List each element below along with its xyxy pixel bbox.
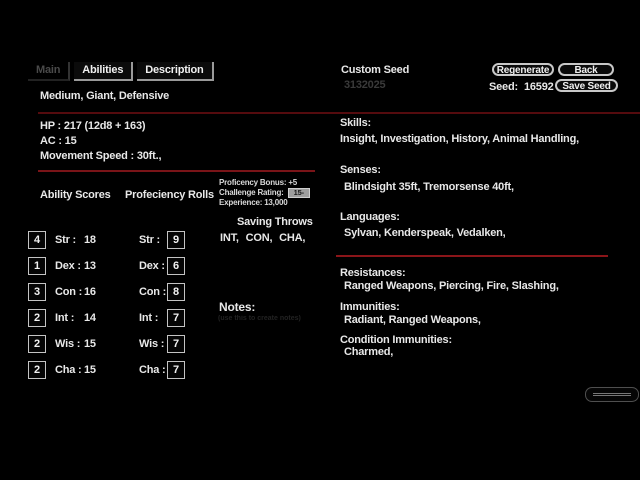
proficiency-rolls-header: Profeciency Rolls bbox=[125, 189, 214, 201]
divider-left-column bbox=[38, 170, 315, 172]
roll-box[interactable]: 9 bbox=[167, 231, 185, 249]
ability-score: 15 bbox=[84, 338, 96, 350]
experience-value: 13,000 bbox=[264, 198, 288, 208]
ability-label: Wis : bbox=[55, 338, 81, 350]
regenerate-button[interactable]: Regenerate bbox=[492, 63, 554, 76]
tab-main[interactable]: Main bbox=[28, 62, 71, 81]
roll-box[interactable]: 6 bbox=[167, 257, 185, 275]
ac-line: AC : 15 bbox=[40, 135, 77, 147]
experience-label: Experience: bbox=[219, 198, 263, 208]
senses-header: Senses: bbox=[340, 164, 381, 176]
proficiency-bonus-value: +5 bbox=[288, 178, 298, 187]
ability-score: 18 bbox=[84, 234, 96, 246]
divider-right-column bbox=[336, 255, 608, 257]
handle-lines-icon bbox=[593, 395, 631, 396]
saving-throws-list: INT, CON, CHA, bbox=[220, 232, 306, 244]
ability-score: 15 bbox=[84, 364, 96, 376]
condition-immunities-list: Charmed, bbox=[344, 346, 394, 358]
vitals-block: HP : 217 (12d8 + 163) AC : 15 Movement S… bbox=[40, 119, 162, 164]
immunities-list: Radiant, Ranged Weapons, bbox=[344, 314, 481, 326]
roll-label: Cha : bbox=[139, 364, 166, 376]
custom-seed-input[interactable] bbox=[344, 78, 454, 91]
ability-label: Cha : bbox=[55, 364, 82, 376]
challenge-rating-line: Challenge Rating: 15- bbox=[219, 188, 310, 198]
roll-box[interactable]: 8 bbox=[167, 283, 185, 301]
seed-display: Seed: 16592 bbox=[489, 81, 554, 93]
languages-list: Sylvan, Kenderspeak, Vedalken, bbox=[344, 227, 506, 239]
challenge-info-block: Proficency Bonus: +5 Challenge Rating: 1… bbox=[219, 178, 310, 208]
ability-row: 2 Wis : 15 Wis : 7 bbox=[0, 335, 320, 353]
roll-label: Int : bbox=[139, 312, 159, 324]
roll-label: Con : bbox=[139, 286, 167, 298]
ability-score: 13 bbox=[84, 260, 96, 272]
proficiency-bonus-line: Proficency Bonus: +5 bbox=[219, 178, 310, 188]
roll-box[interactable]: 7 bbox=[167, 361, 185, 379]
ability-mod-box[interactable]: 4 bbox=[28, 231, 46, 249]
challenge-rating-badge[interactable]: 15- bbox=[287, 188, 310, 198]
movement-speed-line: Movement Speed : 30ft., bbox=[40, 150, 162, 162]
divider-top bbox=[38, 112, 640, 114]
experience-line: Experience: 13,000 bbox=[219, 198, 310, 208]
skills-header: Skills: bbox=[340, 117, 372, 129]
ability-mod-box[interactable]: 2 bbox=[28, 309, 46, 327]
roll-box[interactable]: 7 bbox=[167, 309, 185, 327]
ability-label: Con : bbox=[55, 286, 83, 298]
tab-abilities[interactable]: Abilities bbox=[74, 62, 134, 81]
roll-label: Str : bbox=[139, 234, 161, 246]
resistances-list: Ranged Weapons, Piercing, Fire, Slashing… bbox=[344, 280, 559, 292]
custom-seed-label: Custom Seed bbox=[341, 64, 410, 76]
skills-list: Insight, Investigation, History, Animal … bbox=[340, 133, 579, 145]
tab-description[interactable]: Description bbox=[137, 62, 214, 81]
seed-label: Seed: bbox=[489, 81, 518, 93]
drawer-handle[interactable] bbox=[585, 387, 639, 402]
ability-score: 16 bbox=[84, 286, 96, 298]
hp-line: HP : 217 (12d8 + 163) bbox=[40, 120, 146, 132]
ability-mod-box[interactable]: 2 bbox=[28, 361, 46, 379]
ability-row: 3 Con : 16 Con : 8 bbox=[0, 283, 320, 301]
saving-throws-header: Saving Throws bbox=[237, 216, 313, 228]
condition-immunities-header: Condition Immunities: bbox=[340, 334, 452, 346]
save-seed-button[interactable]: Save Seed bbox=[555, 79, 618, 92]
immunities-header: Immunities: bbox=[340, 301, 400, 313]
back-button[interactable]: Back bbox=[558, 63, 614, 76]
ability-score: 14 bbox=[84, 312, 96, 324]
ability-row: 1 Dex : 13 Dex : 6 bbox=[0, 257, 320, 275]
ability-mod-box[interactable]: 1 bbox=[28, 257, 46, 275]
ability-row: 4 Str : 18 Str : 9 bbox=[0, 231, 320, 249]
resistances-header: Resistances: bbox=[340, 267, 406, 279]
ability-label: Int : bbox=[55, 312, 75, 324]
ability-row: 2 Cha : 15 Cha : 7 bbox=[0, 361, 320, 379]
seed-value: 16592 bbox=[523, 81, 554, 93]
ability-row: 2 Int : 14 Int : 7 bbox=[0, 309, 320, 327]
tab-bar: Main Abilities Description bbox=[28, 62, 214, 81]
challenge-rating-label: Challenge Rating: bbox=[219, 188, 284, 198]
ability-scores-header: Ability Scores bbox=[40, 189, 111, 201]
ability-mod-box[interactable]: 3 bbox=[28, 283, 46, 301]
roll-label: Wis : bbox=[139, 338, 165, 350]
creature-type-line: Medium, Giant, Defensive bbox=[40, 90, 170, 102]
languages-header: Languages: bbox=[340, 211, 400, 223]
notes-input[interactable] bbox=[218, 313, 318, 324]
ability-label: Str : bbox=[55, 234, 77, 246]
proficiency-bonus-label: Proficency Bonus: bbox=[219, 178, 287, 187]
ability-mod-box[interactable]: 2 bbox=[28, 335, 46, 353]
handle-lines-icon bbox=[593, 393, 631, 394]
roll-box[interactable]: 7 bbox=[167, 335, 185, 353]
roll-label: Dex : bbox=[139, 260, 165, 272]
notes-header: Notes: bbox=[219, 300, 256, 314]
senses-list: Blindsight 35ft, Tremorsense 40ft, bbox=[344, 181, 514, 193]
ability-label: Dex : bbox=[55, 260, 81, 272]
